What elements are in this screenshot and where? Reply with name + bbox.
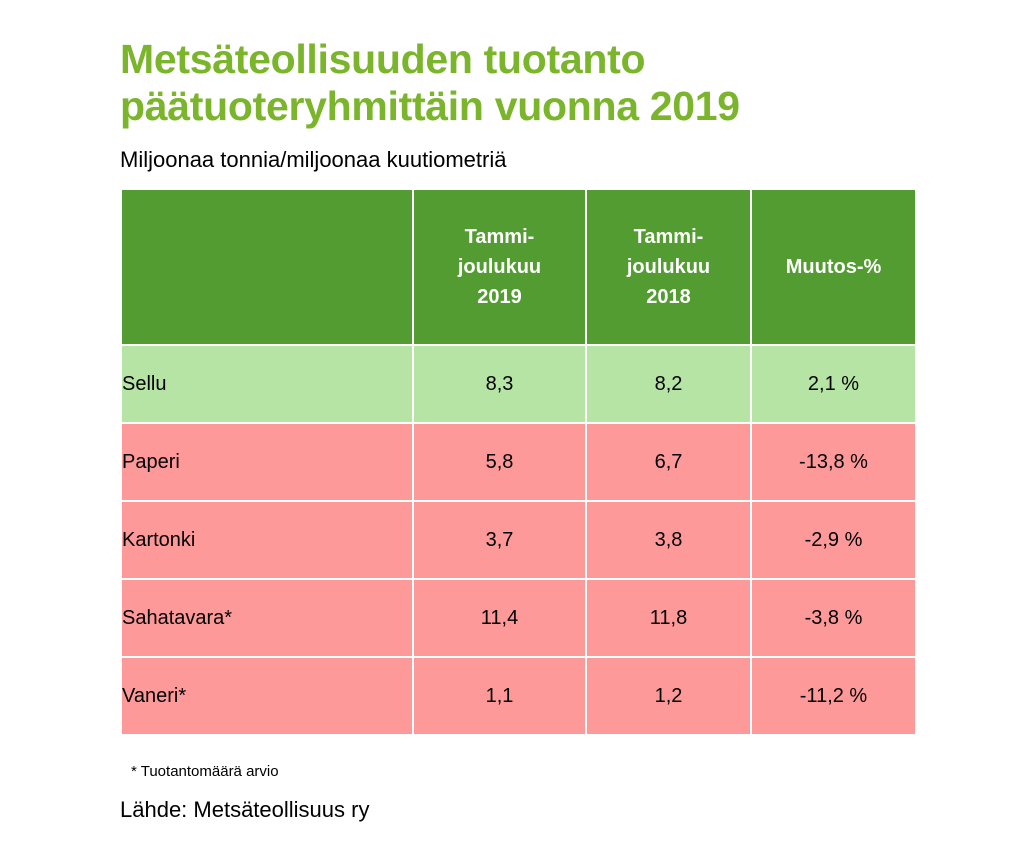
header-cell-2018: Tammi- joulukuu 2018 — [585, 188, 752, 346]
row-change: -11,2 % — [750, 656, 917, 736]
row-change: -3,8 % — [750, 578, 917, 658]
header-cell-2019: Tammi- joulukuu 2019 — [412, 188, 587, 346]
header-2018-line-3: 2018 — [646, 286, 691, 308]
header-cell-product — [120, 188, 414, 346]
row-value-2019: 5,8 — [412, 422, 587, 502]
table-row: Sellu 8,3 8,2 2,1 % — [120, 344, 917, 424]
chart-title-line-2: päätuoteryhmittäin vuonna 2019 — [120, 83, 740, 129]
row-value-2018: 1,2 — [585, 656, 752, 736]
header-2019-line-2: joulukuu — [457, 256, 542, 278]
chart-title: Metsäteollisuuden tuotanto päätuoteryhmi… — [120, 36, 740, 130]
source-note: Lähde: Metsäteollisuus ry — [120, 797, 370, 822]
table-row: Kartonki 3,7 3,8 -2,9 % — [120, 500, 917, 580]
table-header: Tammi- joulukuu 2019 Tammi- joulukuu 201… — [120, 188, 917, 346]
table-row: Paperi 5,8 6,7 -13,8 % — [120, 422, 917, 502]
row-value-2019: 11,4 — [412, 578, 587, 658]
row-name: Kartonki — [120, 500, 414, 580]
header-2019-line-1: Tammi- — [464, 226, 535, 248]
header-2019-line-3: 2019 — [477, 286, 522, 308]
row-value-2019: 1,1 — [412, 656, 587, 736]
table-header-row: Tammi- joulukuu 2019 Tammi- joulukuu 201… — [120, 188, 917, 346]
footnote: * Tuotantomäärä arvio — [131, 763, 279, 780]
table-row: Sahatavara* 11,4 11,8 -3,8 % — [120, 578, 917, 658]
row-change: -2,9 % — [750, 500, 917, 580]
row-value-2018: 3,8 — [585, 500, 752, 580]
row-change: 2,1 % — [750, 344, 917, 424]
row-value-2018: 8,2 — [585, 344, 752, 424]
row-name: Paperi — [120, 422, 414, 502]
row-name: Sahatavara* — [120, 578, 414, 658]
row-value-2019: 3,7 — [412, 500, 587, 580]
row-name: Vaneri* — [120, 656, 414, 736]
header-cell-change: Muutos-% — [750, 188, 917, 346]
row-name: Sellu — [120, 344, 414, 424]
chart-title-line-1: Metsäteollisuuden tuotanto — [120, 36, 646, 82]
header-2018-line-1: Tammi- — [633, 226, 704, 248]
row-value-2018: 6,7 — [585, 422, 752, 502]
table-row: Vaneri* 1,1 1,2 -11,2 % — [120, 656, 917, 736]
table-body: Sellu 8,3 8,2 2,1 % Paperi 5,8 6,7 -13,8… — [120, 344, 917, 736]
header-2018-line-2: joulukuu — [626, 256, 711, 278]
production-table: Tammi- joulukuu 2019 Tammi- joulukuu 201… — [120, 188, 917, 736]
row-value-2018: 11,8 — [585, 578, 752, 658]
row-change: -13,8 % — [750, 422, 917, 502]
row-value-2019: 8,3 — [412, 344, 587, 424]
chart-subtitle: Miljoonaa tonnia/miljoonaa kuutiometriä — [120, 147, 507, 172]
header-change-label: Muutos-% — [785, 256, 882, 278]
